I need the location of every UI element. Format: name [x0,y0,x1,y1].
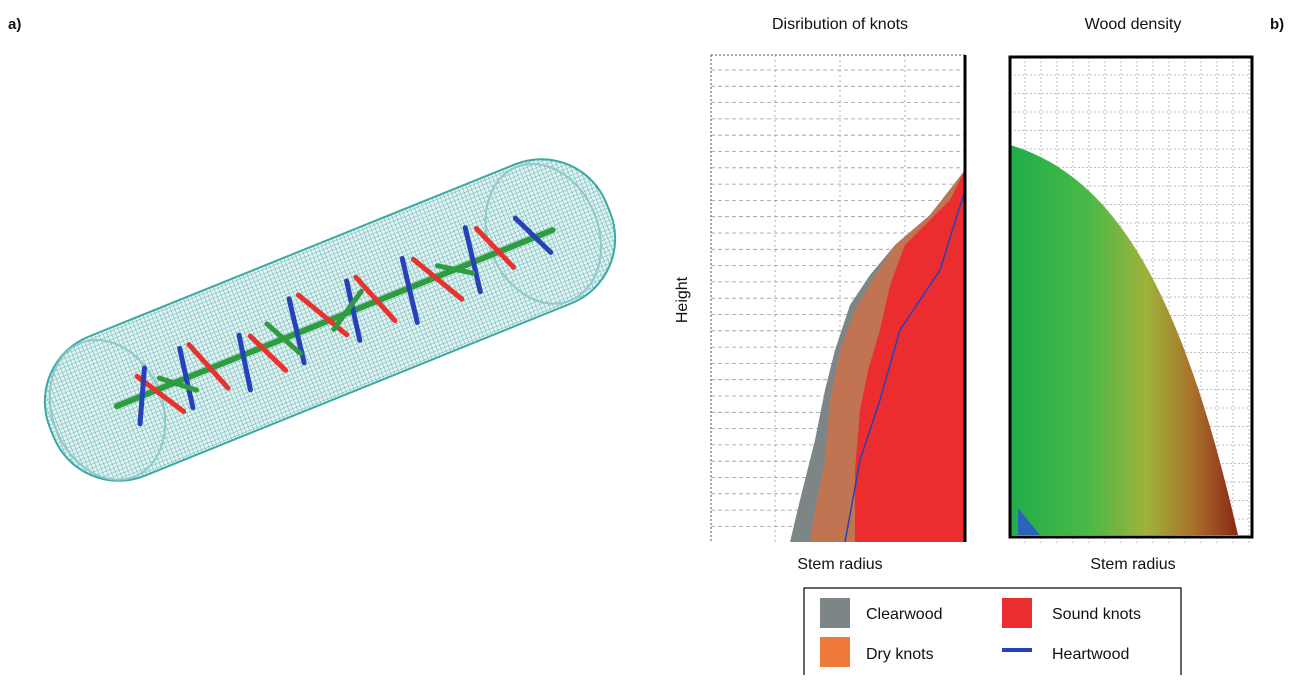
legend-label: Dry knots [866,646,934,663]
legend-label: Clearwood [866,606,942,623]
x-axis-label: Stem radius [797,556,882,573]
chart-title: Disribution of knots [772,16,908,33]
legend-label: Sound knots [1052,606,1141,623]
density-plot [1008,55,1254,545]
chart-title: Wood density [1085,16,1182,33]
legend: Clearwood Sound knots Dry knots Heartwoo… [803,587,1182,679]
y-axis-label: Height [674,276,691,323]
log-model [43,158,617,482]
panel-label: b) [1270,16,1284,33]
legend-label: Heartwood [1052,646,1129,663]
x-axis-label: Stem radius [1090,556,1175,573]
panel-label: a) [8,16,21,33]
knots-plot [710,54,967,543]
